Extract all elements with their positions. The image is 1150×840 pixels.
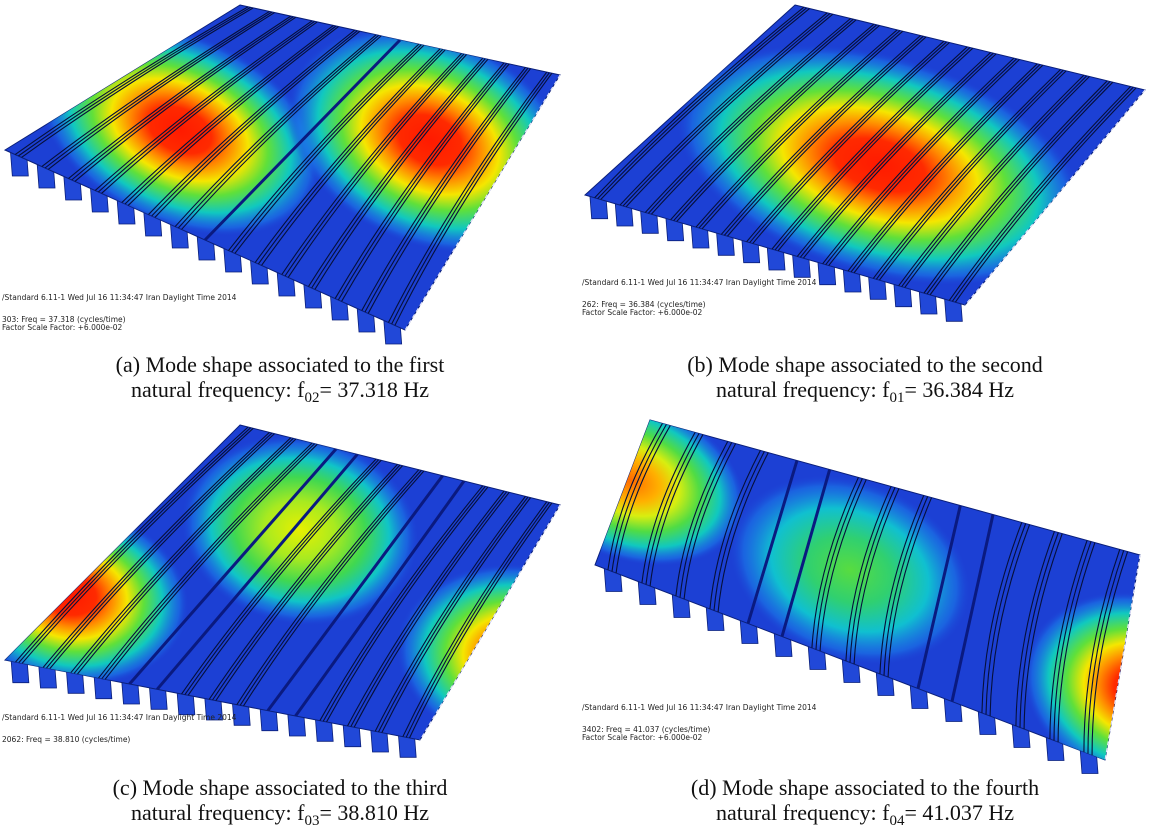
caption-subscript: 01 <box>889 390 904 406</box>
caption-text: natural frequency: f <box>716 377 890 402</box>
panel: /Standard 6.11-1 Wed Jul 16 11:34:47 Ira… <box>489 362 1150 821</box>
caption-line: natural frequency: f02= 37.318 Hz <box>131 377 429 406</box>
caption-text: natural frequency: f <box>131 377 305 402</box>
caption-subscript: 02 <box>304 390 319 406</box>
software-label: /Standard 6.11-1 Wed Jul 16 11:34:47 Ira… <box>2 713 237 722</box>
software-label: Factor Scale Factor: +6.000e-02 <box>582 308 702 317</box>
caption-text: = 41.037 Hz <box>904 800 1014 825</box>
caption-line: natural frequency: f04= 41.037 Hz <box>716 800 1014 829</box>
caption-text: = 38.810 Hz <box>319 800 429 825</box>
caption-line: (a) Mode shape associated to the first <box>116 352 445 377</box>
software-label: Factor Scale Factor: +6.000e-02 <box>582 733 702 742</box>
caption-line: (b) Mode shape associated to the second <box>687 352 1043 377</box>
software-label: Factor Scale Factor: +6.000e-02 <box>2 323 122 332</box>
caption-line: (d) Mode shape associated to the fourth <box>691 775 1039 800</box>
panel: /Standard 6.11-1 Wed Jul 16 11:34:47 Ira… <box>2 0 610 344</box>
caption-text: natural frequency: f <box>716 800 890 825</box>
caption-subscript: 03 <box>304 813 319 829</box>
software-label: 2062: Freq = 38.810 (cycles/time) <box>2 735 130 744</box>
caption-line: (c) Mode shape associated to the third <box>113 775 448 800</box>
caption-text: = 36.384 Hz <box>904 377 1014 402</box>
caption-text: = 37.318 Hz <box>319 377 429 402</box>
caption-line: natural frequency: f01= 36.384 Hz <box>716 377 1014 406</box>
caption-line: natural frequency: f03= 38.810 Hz <box>131 800 429 829</box>
figure: /Standard 6.11-1 Wed Jul 16 11:34:47 Ira… <box>0 0 1150 840</box>
caption-subscript: 04 <box>889 813 905 829</box>
software-label: /Standard 6.11-1 Wed Jul 16 11:34:47 Ira… <box>2 293 237 302</box>
panel: /Standard 6.11-1 Wed Jul 16 11:34:47 Ira… <box>0 414 671 778</box>
caption-text: natural frequency: f <box>131 800 305 825</box>
panel: /Standard 6.11-1 Wed Jul 16 11:34:47 Ira… <box>582 1 1145 329</box>
software-label: /Standard 6.11-1 Wed Jul 16 11:34:47 Ira… <box>582 703 817 712</box>
software-label: /Standard 6.11-1 Wed Jul 16 11:34:47 Ira… <box>582 278 817 287</box>
